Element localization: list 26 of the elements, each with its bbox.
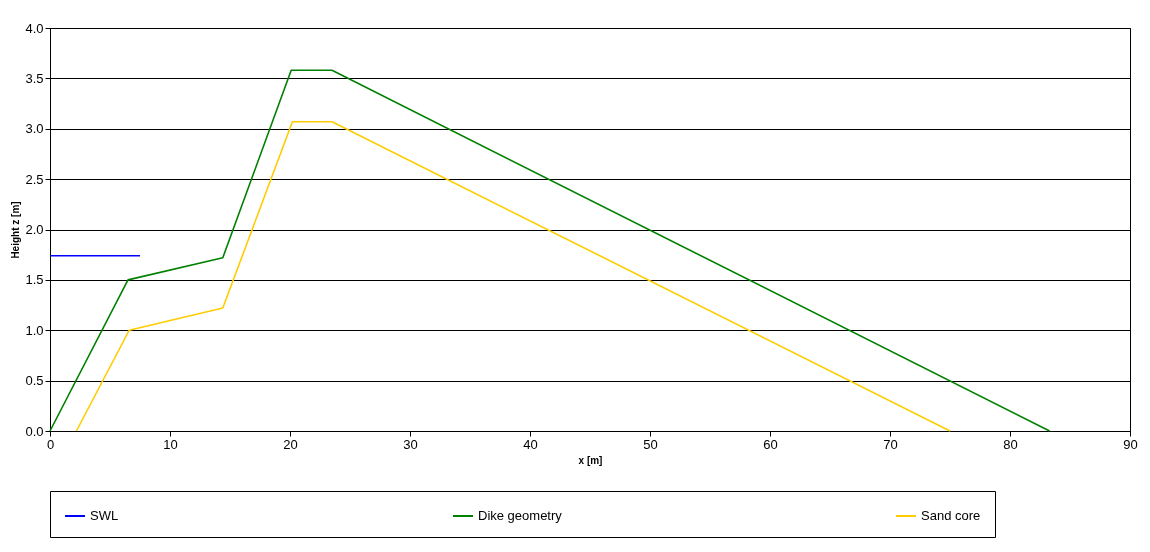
- x-tick-label: 10: [163, 436, 178, 452]
- x-tick-label: 90: [1123, 436, 1138, 452]
- x-tick-label: 70: [883, 436, 898, 452]
- x-tick-label: 20: [283, 436, 298, 452]
- y-tick-label: 2.0: [25, 222, 44, 237]
- y-tick-label: 4.0: [25, 20, 44, 36]
- legend-label: Sand core: [921, 508, 981, 523]
- y-tick-label: 3.5: [25, 70, 44, 86]
- y-tick-label: 0.5: [25, 373, 44, 389]
- line-series: [75, 120, 951, 432]
- x-tick-label: 60: [763, 436, 778, 452]
- x-axis-title: x [m]: [578, 454, 603, 466]
- y-tick-label: 3.0: [25, 121, 44, 137]
- x-tick-label: 30: [403, 436, 418, 452]
- y-tick-label: 1.0: [25, 322, 44, 338]
- x-tick-label: 0: [46, 436, 55, 452]
- legend-label: Dike geometry: [478, 508, 563, 523]
- line-series: [49, 69, 1051, 432]
- x-tick-label: 80: [1003, 436, 1018, 452]
- y-tick-label: 1.5: [25, 272, 44, 288]
- x-tick-label: 40: [523, 436, 538, 452]
- legend-label: SWL: [90, 508, 119, 523]
- y-tick-label: 2.5: [25, 171, 44, 187]
- y-tick-label: 0.0: [25, 423, 44, 439]
- y-axis-title: Height z [m]: [10, 201, 22, 259]
- x-tick-label: 50: [643, 436, 658, 452]
